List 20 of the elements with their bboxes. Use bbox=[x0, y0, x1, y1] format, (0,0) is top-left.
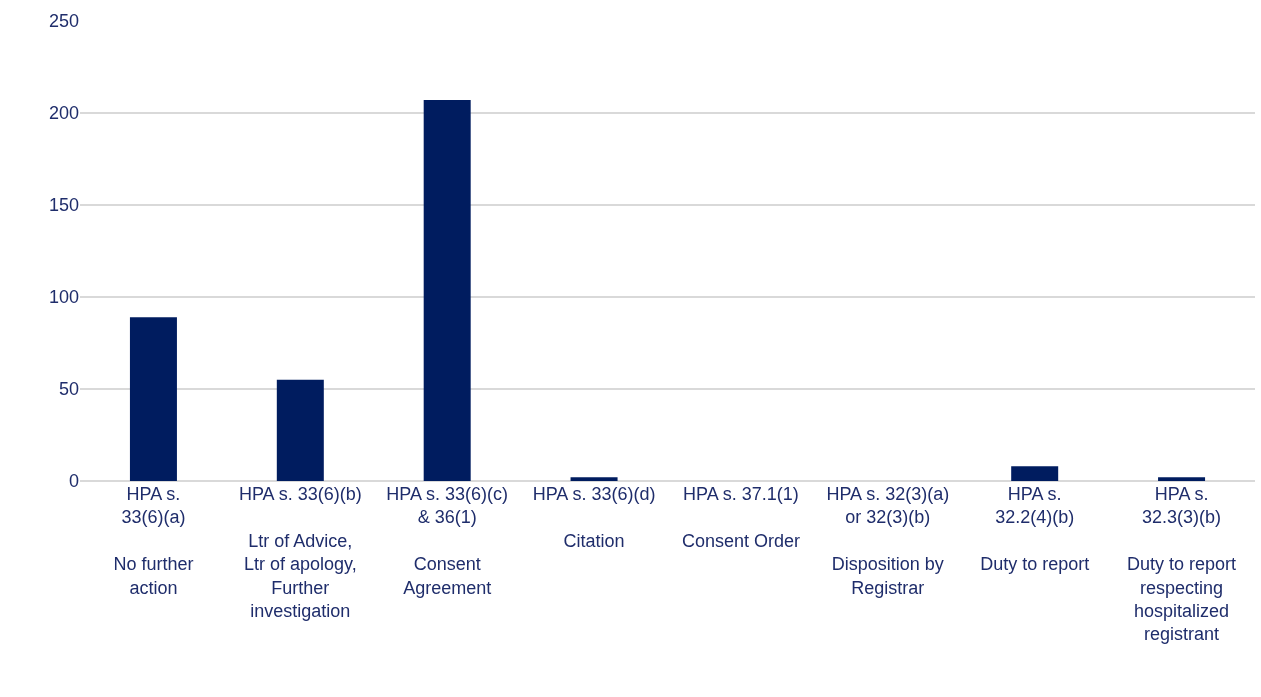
category-label: HPA s. 33(6)(a) No further action bbox=[113, 484, 194, 598]
category-label: HPA s. 33(6)(b) Ltr of Advice, Ltr of apology, Further investigation bbox=[238, 484, 362, 621]
category-label: HPA s. 32.2(4)(b) Duty to report bbox=[980, 484, 1090, 575]
category-label: HPA s. 37.1(1) Consent Order bbox=[681, 484, 800, 551]
bar bbox=[1158, 477, 1206, 481]
y-tick-label: 100 bbox=[48, 287, 79, 308]
y-tick-label: 150 bbox=[48, 195, 79, 216]
y-tick-label: 250 bbox=[48, 11, 79, 32]
category-label: HPA s. 33(6)(c) & 36(1) Consent Agreement bbox=[386, 484, 509, 598]
bar bbox=[276, 379, 324, 481]
y-tick-label: 200 bbox=[48, 103, 79, 124]
y-tick-label: 0 bbox=[68, 471, 79, 492]
category-label: HPA s. 32.3(3)(b) Duty to report respecting hospitalized registrant bbox=[1127, 484, 1237, 645]
bar bbox=[423, 100, 471, 481]
y-tick-label: 50 bbox=[58, 379, 79, 400]
bar bbox=[570, 477, 618, 481]
bar bbox=[1011, 466, 1059, 481]
category-label: HPA s. 33(6)(d) Citation bbox=[532, 484, 656, 551]
bar bbox=[129, 317, 177, 481]
category-label: HPA s. 32(3)(a) or 32(3)(b) Disposition by Registrar bbox=[826, 484, 950, 598]
